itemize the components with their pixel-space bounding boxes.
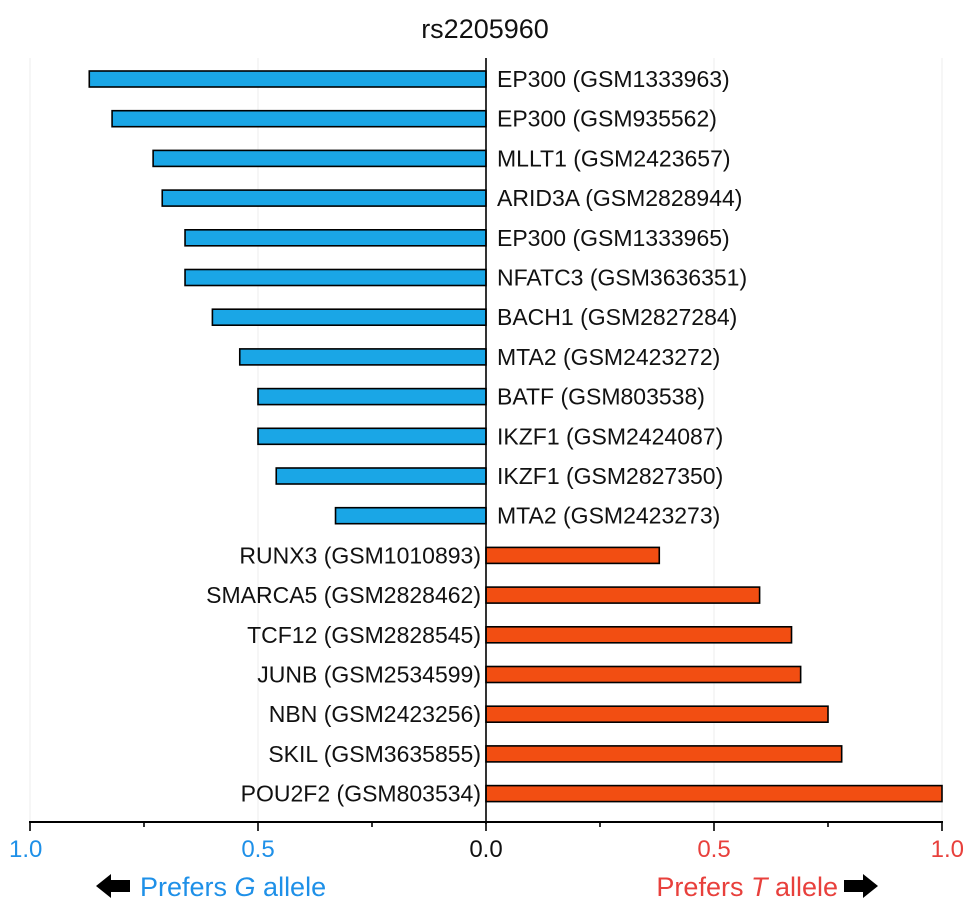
right-caption-allele: T [751,872,770,900]
bar-label-16: NBN (GSM2423256) [269,701,481,727]
bar-16 [485,705,829,724]
bar-12 [485,546,661,565]
right-caption-text: Prefers T allele [656,872,838,900]
bars [88,70,943,803]
left-caption-text: Prefers G allele [140,872,326,900]
bar-15 [485,665,802,684]
left-arrow-icon [96,874,130,898]
left-caption-prefix: Prefers [140,872,235,900]
bar-5 [184,268,487,287]
bar-18 [485,784,943,803]
gridlines [29,58,943,822]
left-caption-allele: G [235,872,256,900]
x-tick-label-3: 0.5 [697,836,730,863]
bar-label-10: IKZF1 (GSM2827350) [497,463,723,489]
right-caption-prefix: Prefers [656,872,751,900]
bar-label-11: MTA2 (GSM2423273) [497,503,720,529]
x-tick-label-0: 1.0 [9,836,42,863]
bar-label-17: SKIL (GSM3635855) [268,741,481,767]
x-tick-label-1: 0.5 [241,836,274,863]
bar-13 [485,586,761,604]
right-arrow-icon [844,874,878,898]
bar-label-9: IKZF1 (GSM2424087) [497,423,723,449]
bar-4 [184,229,487,247]
bar-label-8: BATF (GSM803538) [497,384,705,410]
bar-3 [161,189,487,207]
bar-0 [88,70,487,88]
bar-label-18: POU2F2 (GSM803534) [241,781,481,807]
bar-11 [334,506,487,525]
right-caption-suffix: allele [767,872,838,900]
bar-1 [111,109,487,128]
bar-label-2: MLLT1 (GSM2423657) [497,145,731,171]
left-caption: Prefers G allele [96,872,326,900]
left-caption-suffix: allele [256,872,327,900]
x-tick-label-2: 0.0 [469,836,502,863]
right-caption: Prefers T allele [656,872,878,900]
bar-label-6: BACH1 (GSM2827284) [497,304,737,330]
bar-label-14: TCF12 (GSM2828545) [247,622,481,648]
bar-10 [275,467,487,485]
bar-label-5: NFATC3 (GSM3636351) [497,265,747,291]
bar-label-15: JUNB (GSM2534599) [257,662,481,688]
bar-labels: EP300 (GSM1333963) EP300 (GSM935562) MLLT1… [206,66,747,807]
bar-14 [485,625,793,644]
bar-label-12: RUNX3 (GSM1010893) [239,542,481,568]
x-axis: 1.0 0.5 0.0 0.5 1.0 [9,58,964,863]
bar-label-7: MTA2 (GSM2423272) [497,344,720,370]
bar-label-4: EP300 (GSM1333965) [497,225,730,251]
bar-2 [152,149,487,168]
bar-7 [238,348,487,366]
bar-label-0: EP300 (GSM1333963) [497,66,730,92]
bar-9 [257,427,487,446]
bar-label-3: ARID3A (GSM2828944) [497,185,742,211]
bar-6 [211,308,487,327]
bar-label-1: EP300 (GSM935562) [497,106,717,132]
bar-17 [485,745,843,763]
x-tick-label-4: 1.0 [931,836,964,863]
chart-title: rs2205960 [421,14,549,44]
bar-8 [257,387,487,406]
bar-label-13: SMARCA5 (GSM2828462) [206,582,481,608]
